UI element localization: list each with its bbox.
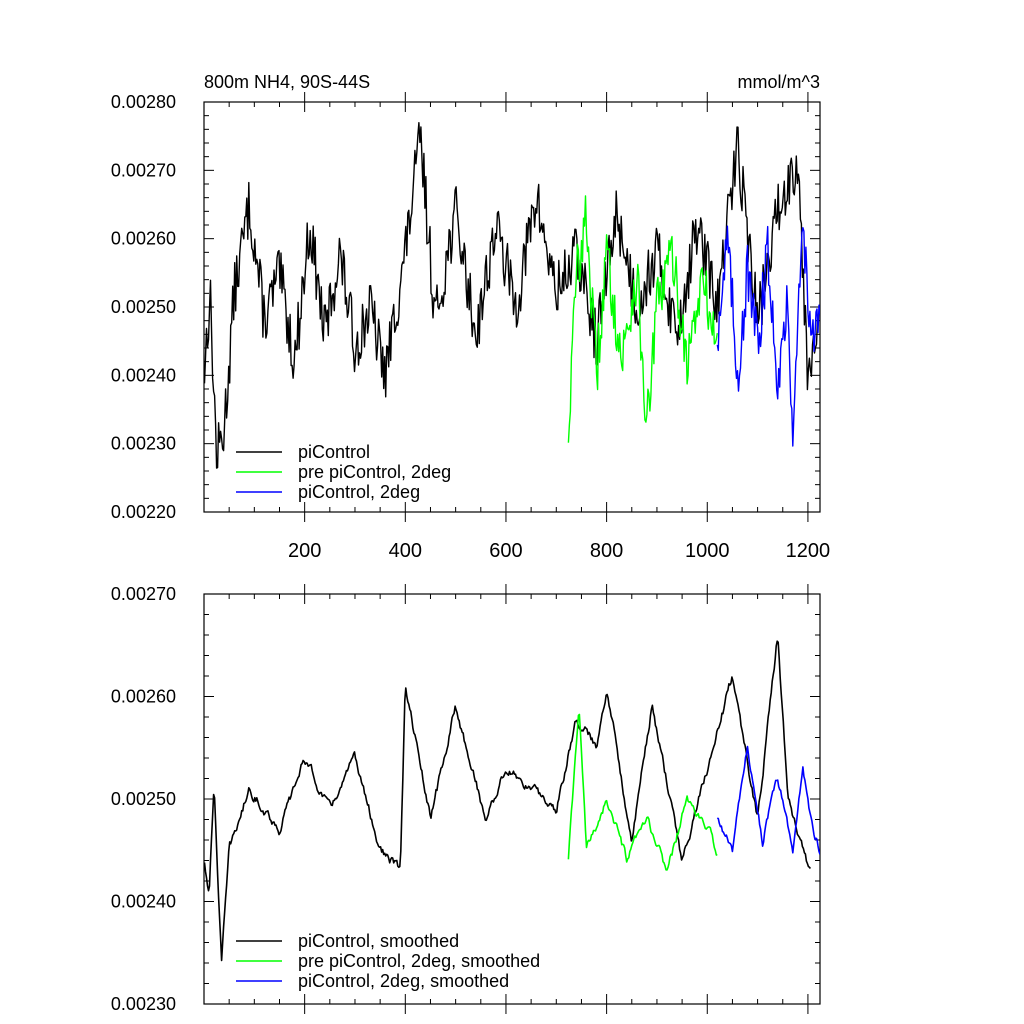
plot-frame	[203, 101, 821, 513]
legend-label: piControl, 2deg	[298, 482, 420, 502]
x-tick-label: 600	[489, 540, 522, 562]
y-tick-label: 0.00260	[111, 687, 176, 707]
y-tick-label: 0.00240	[111, 365, 176, 385]
series-line	[204, 122, 819, 469]
y-tick-label: 0.00250	[111, 297, 176, 317]
series-line	[204, 640, 812, 962]
x-tick-label: 1000	[685, 540, 730, 562]
y-tick-label: 0.00260	[111, 229, 176, 249]
series-line	[567, 713, 718, 871]
top-plot: 800m NH4, 90S-44S mmol/m^3 0.00220 0.0023…	[111, 72, 830, 562]
series-line	[716, 745, 820, 855]
legend-label: pre piControl, 2deg, smoothed	[298, 951, 540, 971]
x-tick-label: 200	[288, 540, 321, 562]
y-tick-label: 0.00270	[111, 160, 176, 180]
y-tick-label: 0.00220	[111, 502, 176, 522]
x-tick-label: 800	[590, 540, 623, 562]
bottom-plot: 0.00230 0.00240 0.00250 0.00260 0.00270 piCon…	[111, 584, 821, 1014]
legend-label: piControl, smoothed	[298, 931, 459, 951]
top-plot-title: 800m NH4, 90S-44S	[204, 72, 370, 92]
x-tick-label: 400	[389, 540, 422, 562]
x-tick-label: 1200	[786, 540, 831, 562]
legend-label: pre piControl, 2deg	[298, 462, 451, 482]
legend-label: piControl	[298, 442, 370, 462]
series-line	[567, 195, 718, 443]
plot-frame	[203, 593, 821, 1005]
top-plot-units: mmol/m^3	[738, 72, 820, 92]
y-tick-label: 0.00240	[111, 892, 176, 912]
y-tick-label: 0.00250	[111, 789, 176, 809]
y-tick-label: 0.00230	[111, 994, 176, 1014]
legend-label: piControl, 2deg, smoothed	[298, 971, 509, 991]
series-line	[716, 225, 820, 447]
y-tick-label: 0.00270	[111, 584, 176, 604]
y-tick-label: 0.00280	[111, 92, 176, 112]
y-tick-label: 0.00230	[111, 434, 176, 454]
